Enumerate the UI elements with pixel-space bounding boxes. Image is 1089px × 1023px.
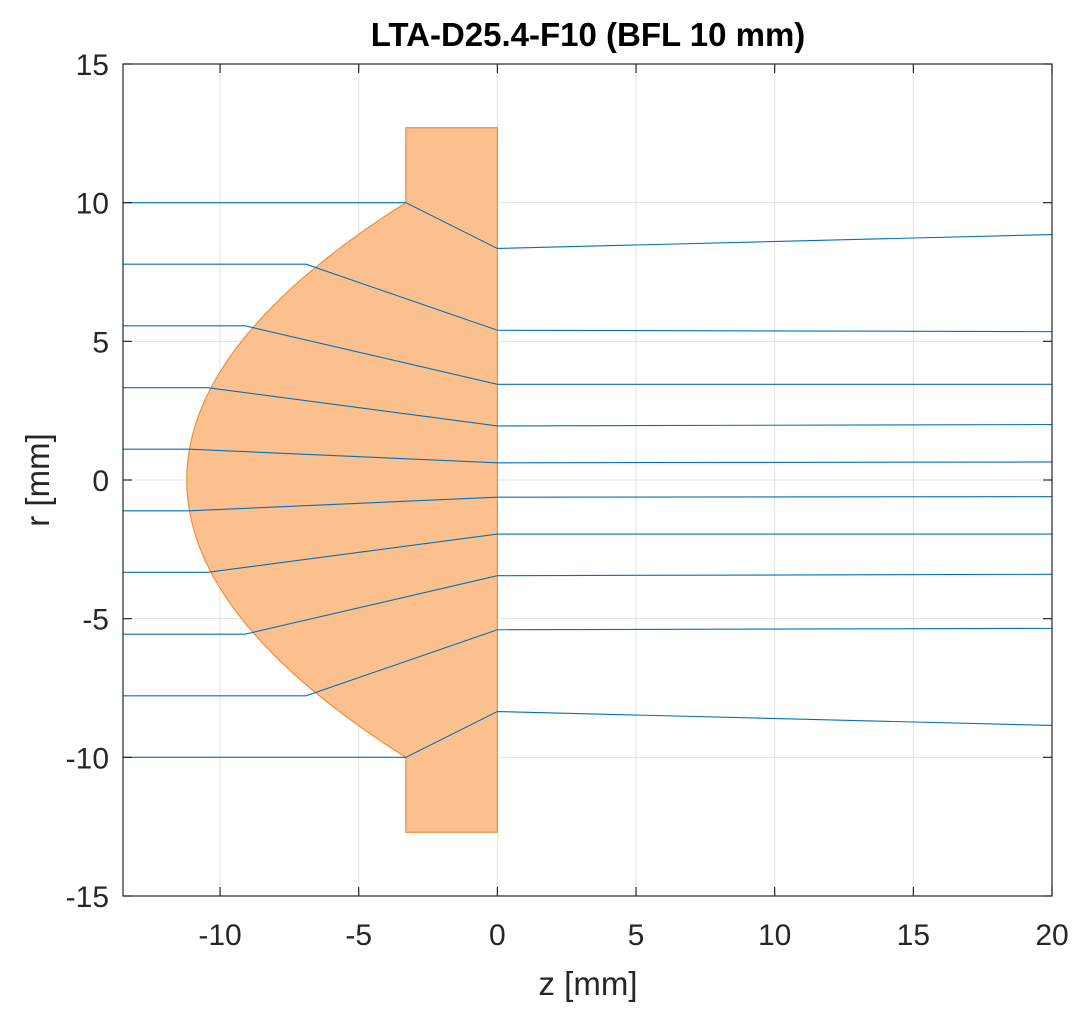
ray-2 (123, 325, 1052, 385)
ray-7 (123, 573, 1053, 635)
ray-0 (123, 202, 1053, 249)
y-tick-label-3: 0 (92, 465, 109, 498)
ray-3 (123, 387, 1053, 427)
y-tick-label-4: 5 (92, 326, 109, 359)
x-axis-label: z [mm] (539, 965, 638, 1002)
y-axis-label: r [mm] (19, 433, 56, 526)
x-tick-label-5: 15 (897, 919, 930, 952)
x-tick-label-0: -10 (198, 919, 241, 952)
y-tick-label-1: -10 (66, 742, 109, 775)
x-tick-label-6: 20 (1035, 919, 1068, 952)
ray-layer (123, 202, 1053, 758)
ticks: -10 -5 0 5 10 15 20 -15 -10 -5 0 5 10 15 (66, 49, 1069, 952)
y-tick-label-6: 15 (76, 49, 109, 82)
ray-5 (123, 496, 1053, 512)
x-tick-label-1: -5 (345, 919, 372, 952)
ray-4 (123, 448, 1053, 464)
y-tick-label-5: 10 (76, 188, 109, 221)
y-tick-label-2: -5 (82, 604, 109, 637)
ray-8 (123, 627, 1053, 697)
x-tick-label-3: 5 (628, 919, 645, 952)
ray-9 (123, 711, 1053, 758)
y-tick-label-0: -15 (66, 881, 109, 914)
ray-6 (123, 533, 1052, 573)
ray-1 (123, 263, 1053, 333)
x-tick-label-2: 0 (489, 919, 506, 952)
chart-title: LTA-D25.4-F10 (BFL 10 mm) (371, 16, 806, 53)
x-tick-label-4: 10 (758, 919, 791, 952)
